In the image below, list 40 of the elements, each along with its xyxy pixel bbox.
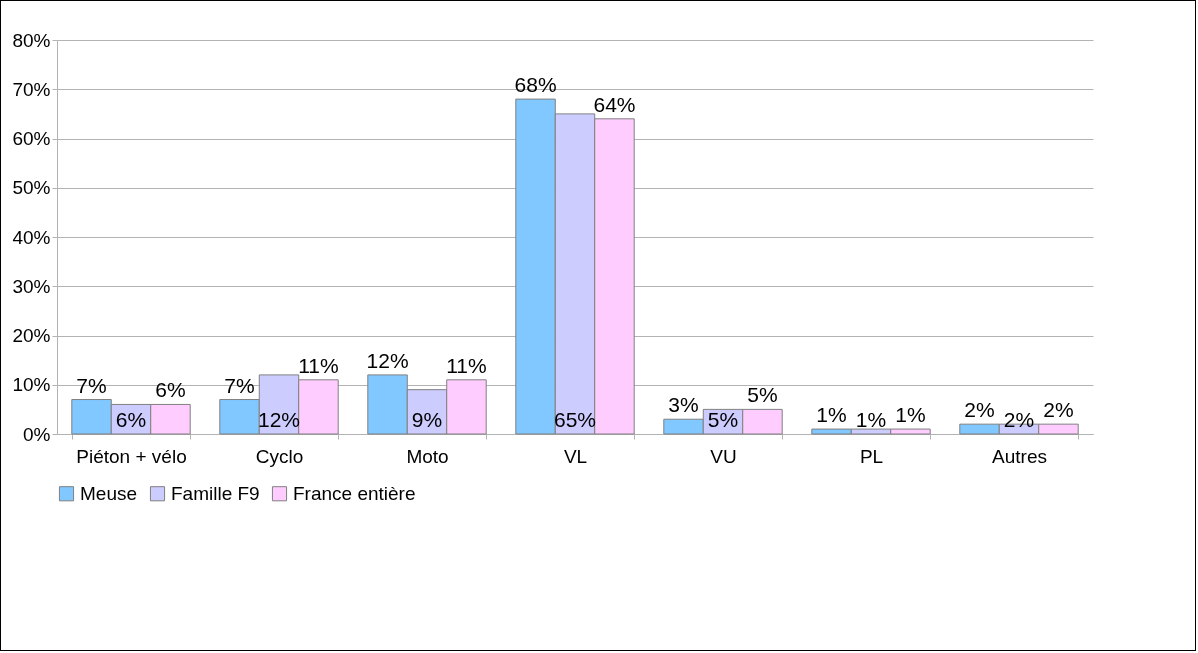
- x-tick-label: VL: [563, 445, 588, 467]
- y-tick-label: 60%: [12, 128, 51, 149]
- data-label: 9%: [411, 408, 443, 431]
- data-label: 64%: [593, 92, 636, 116]
- data-label: 3%: [668, 393, 699, 417]
- data-label: 65%: [553, 408, 597, 431]
- x-tick-label: Autres: [992, 445, 1047, 467]
- y-tick-label: 70%: [12, 78, 51, 100]
- y-tick-label: 80%: [12, 29, 51, 51]
- y-tick-label: 0%: [23, 423, 51, 445]
- data-label: 1%: [816, 403, 847, 427]
- y-tick-label: 30%: [12, 275, 51, 297]
- x-tick-label: Cyclo: [255, 445, 304, 467]
- data-label: 11%: [298, 353, 339, 377]
- y-tick-label: 20%: [12, 325, 51, 346]
- data-label: 1%: [895, 403, 926, 427]
- legend-label: Famille F9: [171, 482, 260, 504]
- x-tick-label: Piéton + vélo: [76, 445, 187, 467]
- data-label: 11%: [446, 353, 487, 377]
- legend-label: Meuse: [80, 482, 138, 504]
- y-tick-label: 50%: [12, 177, 51, 199]
- data-label: 1%: [855, 408, 887, 431]
- data-label: 5%: [707, 408, 739, 431]
- data-label: 2%: [1043, 398, 1074, 422]
- data-label: 7%: [76, 373, 107, 397]
- data-label: 2%: [964, 398, 995, 422]
- data-label: 12%: [257, 408, 301, 431]
- y-tick-label: 10%: [12, 374, 51, 396]
- data-label: 6%: [155, 378, 186, 402]
- y-tick-label: 40%: [12, 226, 51, 248]
- data-label: 68%: [514, 73, 557, 97]
- data-label: 2%: [1003, 408, 1035, 431]
- data-label: 5%: [747, 383, 778, 407]
- data-label: 6%: [115, 408, 147, 431]
- data-label: 7%: [224, 373, 255, 397]
- x-tick-label: Moto: [406, 445, 449, 467]
- x-tick-label: VU: [710, 445, 737, 467]
- data-label: 12%: [366, 348, 409, 372]
- x-tick-label: PL: [859, 445, 884, 467]
- legend-label: France entière: [293, 482, 416, 504]
